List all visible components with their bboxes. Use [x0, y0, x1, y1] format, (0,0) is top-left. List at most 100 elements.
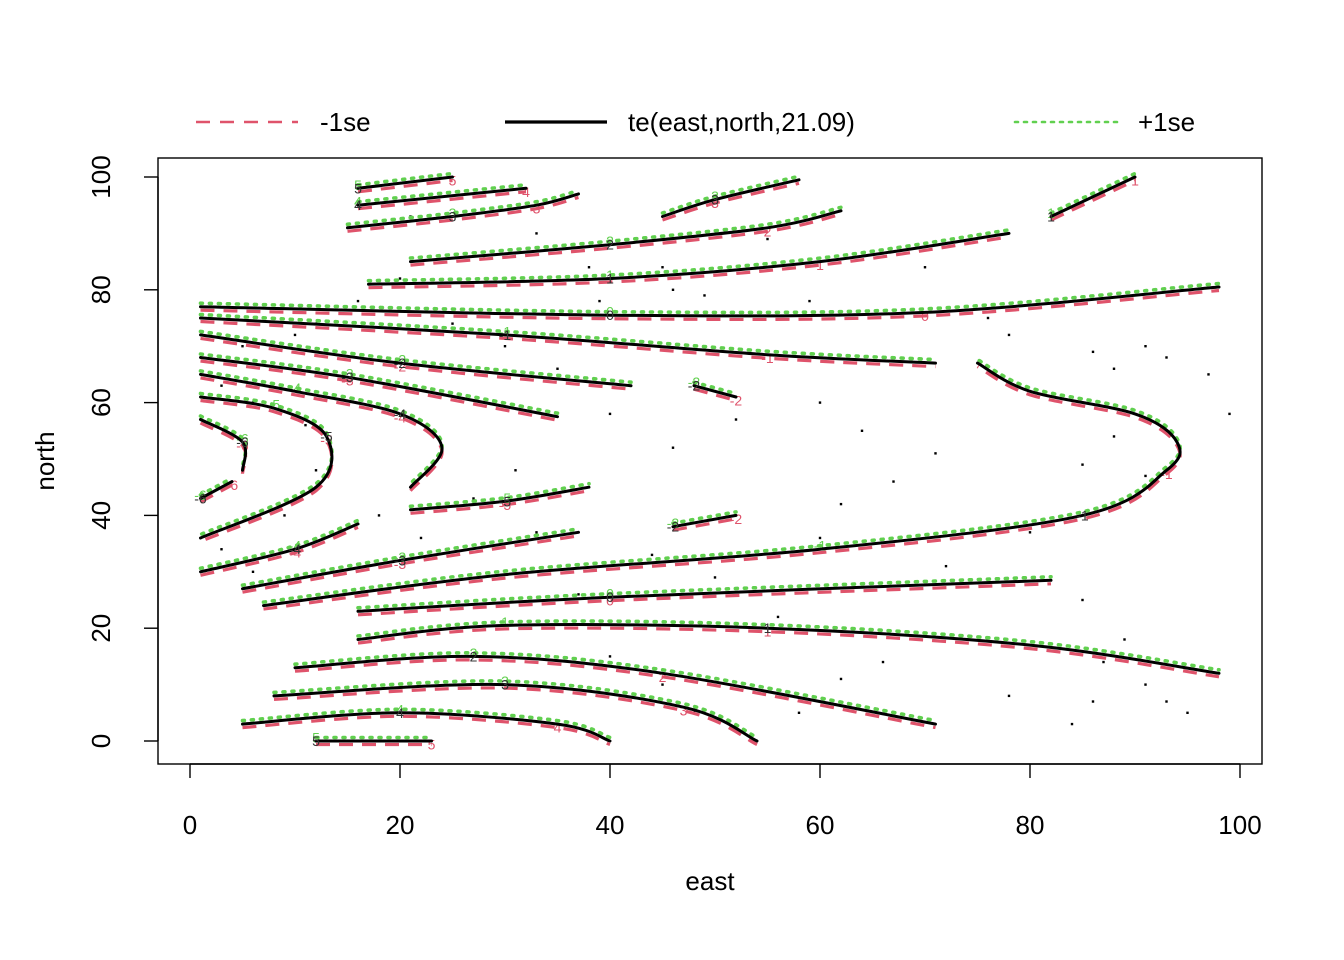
data-point-9 [808, 299, 811, 303]
contour-7-plus-label: 0 [606, 304, 614, 320]
contour-21-plus-label: 0 [606, 586, 614, 602]
contour-16-plus [408, 481, 591, 509]
contour-10-est [199, 356, 559, 419]
contour-24: 333 [272, 673, 759, 746]
contour-24-est-label: 3 [501, 677, 509, 693]
data-point-51 [356, 299, 360, 303]
y-tick-label-5: 100 [86, 155, 116, 198]
contour-8: -1-1-1 [198, 312, 938, 369]
contour-23-plus [293, 651, 938, 723]
contour-16: -5-5-5 [408, 481, 591, 515]
data-point-39 [608, 655, 612, 658]
contour-25-plus [240, 707, 612, 740]
contour-18-est [241, 530, 580, 591]
contour-8-plus [198, 312, 938, 362]
contour-19-est-label: -2 [667, 519, 680, 535]
contour-2: 333 [345, 188, 581, 233]
contour-23-minus [294, 658, 936, 730]
x-tick-label-1: 20 [386, 810, 415, 840]
data-point-42 [419, 536, 423, 540]
data-point-44 [314, 469, 318, 472]
contour-4-est [409, 209, 843, 264]
data-point-58 [535, 531, 538, 534]
contour-9-est [199, 333, 633, 388]
data-point-57 [472, 497, 475, 500]
data-point-72 [503, 345, 507, 348]
contour-22-plus [356, 619, 1221, 672]
contour-2-minus-label: 3 [533, 201, 541, 217]
contour-15: -2-2-2 [688, 374, 743, 408]
contour-3-minus [662, 181, 800, 222]
contour-14-plus [198, 476, 234, 497]
contour-8-est [199, 316, 937, 365]
contour-17-plus [198, 518, 360, 571]
contour-25-minus-label: 4 [554, 720, 562, 736]
contour-22-plus-label: 1 [501, 614, 509, 630]
contour-10-est-label: -3 [341, 369, 354, 385]
contour-16-minus [410, 489, 590, 515]
data-point-49 [293, 333, 297, 337]
contour-4-minus-label: 2 [764, 223, 772, 239]
data-point-70 [608, 412, 612, 416]
contour-9-minus [200, 336, 632, 391]
contour-17-est [199, 522, 360, 574]
contour-4-minus [410, 212, 842, 267]
contour-22-est [356, 623, 1221, 675]
contour-9-est-label: -2 [394, 355, 407, 371]
contour-17-est-label: -4 [289, 541, 302, 557]
contour-19-plus [671, 510, 738, 525]
contour-17-minus [200, 525, 359, 577]
contour-13-est-label: -6 [236, 434, 249, 450]
y-tick-label-3: 60 [86, 388, 116, 417]
contour-5-minus [368, 235, 1010, 290]
contour-5-est-label: 1 [606, 271, 614, 287]
contour-23-minus-label: 2 [659, 669, 667, 685]
data-point-68 [734, 418, 738, 421]
contour-13-est [199, 418, 248, 472]
contour-3-plus-label: 3 [711, 188, 719, 204]
contour-12-est-label: -5 [320, 428, 333, 444]
data-point-14 [1112, 367, 1116, 370]
data-point-5 [661, 266, 664, 269]
data-point-3 [587, 266, 591, 269]
contour-6: 111 [1047, 171, 1139, 224]
contour-15-plus [692, 380, 738, 396]
contour-3-plus [660, 174, 801, 215]
contour-20-plus-label: -1 [814, 538, 827, 554]
contour-0: 555 [354, 171, 457, 196]
contour-8-est-label: -1 [499, 327, 512, 343]
data-point-12 [1007, 333, 1011, 337]
x-tick-label-5: 100 [1218, 810, 1261, 840]
contour-21-est [356, 578, 1053, 613]
data-point-48 [241, 345, 244, 348]
data-point-16 [1165, 356, 1168, 359]
contour-19-est [671, 513, 738, 529]
data-point-67 [818, 401, 822, 404]
contour-0-plus [356, 171, 455, 187]
x-tick-label-3: 60 [806, 810, 835, 840]
legend-label-1: te(east,north,21.09) [628, 107, 855, 137]
data-point-19 [1112, 435, 1116, 438]
data-point-60 [713, 576, 717, 579]
contour-5-minus-label: 1 [816, 257, 824, 273]
data-point-69 [671, 446, 675, 449]
contour-14-minus [199, 483, 233, 504]
contour-6-plus [1049, 171, 1137, 215]
contour-1-est-label: 4 [354, 197, 362, 213]
contour-0-minus-label: 5 [449, 173, 457, 189]
data-point-6 [671, 288, 675, 291]
data-point-38 [661, 683, 664, 686]
contour-5-est [367, 231, 1011, 286]
contour-15-est [692, 384, 738, 399]
y-tick-label-4: 80 [86, 275, 116, 304]
data-point-10 [923, 266, 927, 269]
contour-25-minus [242, 714, 611, 747]
y-axis-title: north [30, 431, 60, 490]
contour-14: -6-6-6 [194, 476, 238, 506]
data-point-36 [797, 711, 801, 714]
contour-19-minus [672, 517, 737, 532]
contour-21-plus [356, 575, 1053, 610]
contour-24-plus [272, 679, 759, 740]
contour-22-minus-label: 1 [764, 624, 772, 640]
